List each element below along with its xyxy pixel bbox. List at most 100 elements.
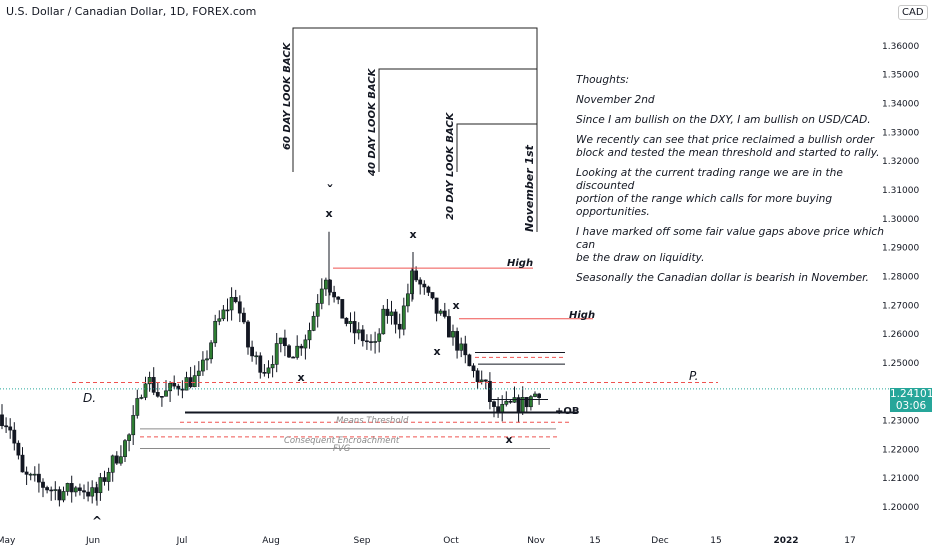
candle-body [332, 291, 337, 298]
candle-body [446, 316, 451, 338]
candle-body [94, 487, 99, 494]
y-tick-label: 1.23000 [882, 417, 919, 427]
candle-body [410, 270, 414, 295]
lookback-40-bracket [378, 68, 537, 172]
x-tick-label: Jun [85, 536, 100, 546]
candle-body [229, 297, 234, 311]
candle-body [483, 379, 488, 382]
x-tick-label: Sep [354, 536, 371, 546]
candle-body [242, 312, 246, 323]
candle-body [221, 309, 226, 320]
y-tick-label: 1.36000 [882, 42, 919, 52]
y-tick-label: 1.32000 [882, 157, 919, 167]
november-first-label: November 1st [523, 144, 536, 232]
candle-body [307, 330, 312, 341]
lookback-40-label: 40 DAY LOOK BACK [367, 67, 378, 177]
swing-marker: x [452, 299, 459, 312]
candle-body [164, 390, 168, 397]
candle-body [377, 333, 382, 342]
swing-marker: x [409, 228, 416, 241]
candle-body [201, 359, 205, 372]
x-tick-label: Dec [651, 536, 668, 546]
candle-body [323, 279, 328, 290]
y-tick-label: 1.31000 [882, 186, 919, 196]
candle-body [270, 364, 275, 369]
candle-body [504, 400, 509, 405]
x-tick-label: Aug [262, 536, 280, 546]
currency-badge[interactable]: CAD [898, 5, 928, 20]
candle-body [524, 397, 529, 408]
candle-body [430, 292, 435, 299]
candle-body [217, 318, 222, 322]
thoughts-heading: Thoughts: [576, 74, 630, 86]
candle-body [119, 456, 123, 464]
candle-body [184, 377, 189, 391]
candle-body [155, 392, 160, 397]
consequent-encroachment-label: Consequent Encroachment [284, 436, 400, 446]
candle-body [479, 379, 484, 383]
candle-body [143, 383, 148, 398]
candle-body [209, 342, 214, 360]
candle-body [266, 367, 271, 374]
thoughts-paragraph: Seasonally the Canadian dollar is bearis… [576, 272, 869, 284]
candle-body [127, 434, 132, 441]
candle-body [422, 283, 427, 288]
candle-body [405, 293, 410, 307]
thoughts-paragraph: Looking at the current trading range we … [576, 167, 843, 218]
candle-body [20, 454, 25, 473]
candle-body [8, 426, 13, 431]
candle-body [451, 331, 455, 338]
chart-title: U.S. Dollar / Canadian Dollar, 1D, FOREX… [6, 5, 257, 18]
candle-body [352, 321, 357, 334]
candle-body [123, 440, 127, 457]
x-tick-label: 15 [589, 536, 600, 546]
candle-body [442, 310, 447, 317]
candle-body [315, 303, 320, 317]
candle-body [299, 345, 304, 349]
candle-body [369, 341, 373, 343]
candle-body [438, 310, 443, 314]
candle-body [467, 354, 472, 367]
candle-body [393, 311, 398, 325]
candles-layer [0, 231, 542, 507]
candle-body [303, 339, 308, 349]
candle-body [192, 375, 197, 388]
high-label-2: High [569, 310, 595, 321]
candle-body [176, 385, 181, 390]
lookback-20-label: 20 DAY LOOK BACK [445, 111, 456, 220]
high-label-1: High [507, 258, 533, 269]
candle-body [73, 487, 78, 493]
candle-body [114, 455, 119, 464]
candle-body [356, 329, 361, 334]
candle-body [65, 483, 70, 492]
candle-body [262, 372, 267, 374]
candle-body [69, 483, 74, 493]
lookback-brackets [292, 27, 538, 232]
candle-body [364, 340, 369, 343]
candle-body [246, 321, 250, 348]
candle-body [344, 317, 349, 324]
levels-layer [0, 267, 890, 450]
candle-body [172, 383, 177, 387]
candle-body [205, 358, 209, 361]
bar-countdown: 03:06 [895, 400, 927, 412]
current-price: 1.24101 [890, 388, 932, 400]
candle-body [139, 397, 144, 399]
candle-body [475, 370, 480, 383]
x-tick-label: Oct [443, 536, 459, 546]
y-tick-label: 1.34000 [882, 100, 919, 110]
x-tick-label: 2022 [773, 536, 798, 546]
candle-body [78, 487, 82, 491]
x-tick-label: 17 [844, 536, 855, 546]
candle-body [98, 477, 103, 494]
y-tick-label: 1.22000 [882, 445, 919, 455]
discount-label: D. [83, 391, 96, 405]
thoughts-date: November 2nd [576, 94, 655, 106]
lookback-60-label: 60 DAY LOOK BACK [282, 41, 293, 150]
candle-body [147, 377, 152, 385]
y-tick-label: 1.20000 [882, 503, 919, 513]
candle-body [4, 425, 9, 428]
candle-body [336, 296, 341, 300]
candle-body [287, 345, 291, 358]
